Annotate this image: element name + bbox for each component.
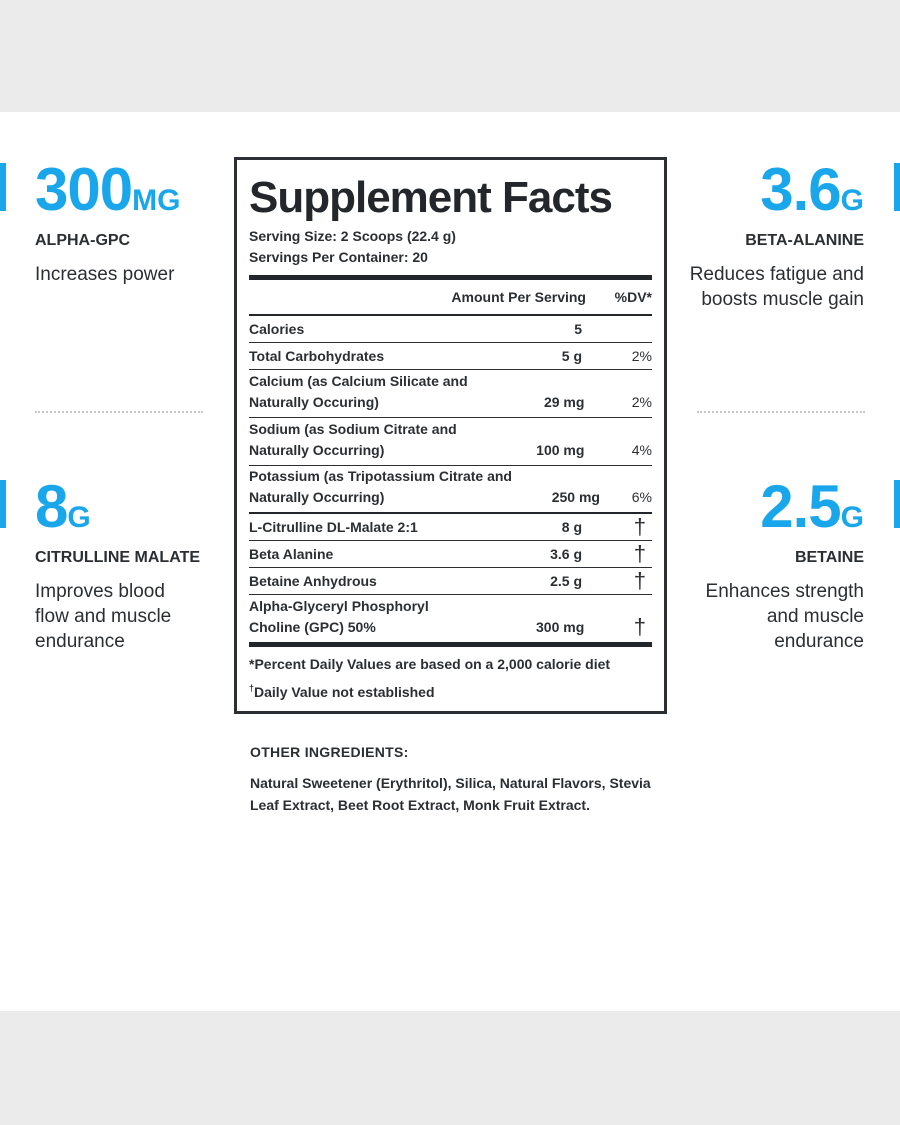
- serving-size: Serving Size: 2 Scoops (22.4 g): [249, 228, 456, 244]
- row-dv: †: [633, 541, 646, 566]
- alpha-gpc-amount: 300MG: [35, 160, 225, 220]
- betaine-amount: 2.5G: [674, 477, 864, 537]
- divider-dots: [35, 411, 203, 413]
- accent-bar: [0, 163, 6, 211]
- divider-dots: [697, 411, 865, 413]
- footnote-dagger: †Daily Value not established: [249, 677, 652, 703]
- amount-unit: MG: [132, 184, 181, 217]
- amount-unit: G: [67, 501, 91, 534]
- row-amount: 8 g: [561, 519, 582, 535]
- row-amount: 29 mg: [543, 394, 585, 410]
- row-dv: †: [633, 614, 646, 639]
- row-dv: 4%: [631, 442, 652, 458]
- accent-bar: [0, 480, 6, 528]
- row-name: L-Citrulline DL-Malate 2:1: [249, 519, 418, 535]
- beta-alanine-amount: 3.6G: [674, 160, 864, 220]
- facts-title: Supplement Facts: [249, 173, 613, 222]
- row-dv: †: [633, 568, 646, 593]
- facts-row: Total Carbohydrates 5 g 2%: [249, 343, 652, 370]
- facts-row: Calcium (as Calcium Silicate and Natural…: [249, 370, 652, 418]
- row-name: Potassium (as Tripotassium Citrate and N…: [249, 468, 512, 505]
- other-ingredients-text: Natural Sweetener (Erythritol), Silica, …: [250, 775, 651, 813]
- row-name: Alpha-Glyceryl Phosphoryl Choline (GPC) …: [249, 598, 429, 635]
- accent-bar: [894, 480, 900, 528]
- amount-number: 3.6: [760, 156, 841, 223]
- header-rule: [249, 314, 652, 316]
- col-dv-header: %DV*: [614, 289, 652, 305]
- amount-unit: G: [840, 184, 864, 217]
- row-name: Calories: [249, 321, 305, 337]
- row-name: Betaine Anhydrous: [249, 573, 377, 589]
- row-dv: †: [633, 514, 646, 539]
- accent-bar: [894, 163, 900, 211]
- row-name: Calcium (as Calcium Silicate and Natural…: [249, 373, 468, 410]
- row-dv: 2%: [631, 348, 652, 364]
- row-dv: 2%: [631, 394, 652, 410]
- facts-row: Betaine Anhydrous 2.5 g †: [249, 568, 652, 595]
- citrulline-name: CITRULLINE MALATE: [35, 549, 201, 566]
- amount-number: 8: [35, 473, 68, 540]
- betaine-desc: Enhances strength and muscle endurance: [705, 581, 864, 652]
- supplement-facts-label: Supplement Facts Serving Size: 2 Scoops …: [234, 157, 667, 714]
- amount-number: 2.5: [760, 473, 841, 540]
- row-name: Sodium (as Sodium Citrate and Naturally …: [249, 421, 457, 458]
- citrulline-desc: Improves blood flow and muscle endurance: [35, 581, 172, 652]
- row-amount: 100 mg: [536, 442, 585, 458]
- other-ingredients-heading: OTHER INGREDIENTS:: [250, 744, 409, 760]
- row-amount: 250 mg: [551, 489, 600, 505]
- column-header: Amount Per Serving %DV*: [249, 280, 652, 314]
- amount-unit: G: [840, 501, 864, 534]
- row-dv: 6%: [631, 489, 652, 505]
- servings-per-container: Servings Per Container: 20: [249, 249, 428, 265]
- facts-row: Beta Alanine 3.6 g †: [249, 541, 652, 568]
- row-name: Total Carbohydrates: [249, 348, 385, 364]
- row-amount: 300 mg: [536, 619, 585, 635]
- row-amount: 3.6 g: [550, 546, 582, 562]
- facts-row: Potassium (as Tripotassium Citrate and N…: [249, 466, 652, 514]
- facts-row: Calories 5: [249, 316, 652, 343]
- thick-rule: [249, 275, 652, 280]
- row-amount: 5: [574, 321, 582, 337]
- beta-alanine-name: BETA-ALANINE: [745, 232, 864, 249]
- col-amount-header: Amount Per Serving: [451, 289, 586, 305]
- row-name: Beta Alanine: [249, 546, 334, 562]
- citrulline-amount: 8G: [35, 477, 200, 537]
- amount-number: 300: [35, 156, 133, 223]
- dagger-mark: †: [249, 683, 255, 693]
- facts-row: L-Citrulline DL-Malate 2:1 8 g †: [249, 514, 652, 541]
- row-amount: 5 g: [561, 348, 582, 364]
- alpha-gpc-desc: Increases power: [35, 264, 175, 285]
- footnote-dagger-text: Daily Value not established: [254, 684, 435, 700]
- facts-row: Sodium (as Sodium Citrate and Naturally …: [249, 418, 652, 466]
- row-amount: 2.5 g: [550, 573, 582, 589]
- thick-rule: [249, 642, 652, 647]
- betaine-name: BETAINE: [794, 549, 864, 566]
- other-ingredients: OTHER INGREDIENTS: Natural Sweetener (Er…: [250, 744, 690, 816]
- facts-row: Alpha-Glyceryl Phosphoryl Choline (GPC) …: [249, 595, 652, 642]
- beta-alanine-desc: Reduces fatigue and boosts muscle gain: [689, 264, 864, 310]
- alpha-gpc-name: ALPHA-GPC: [35, 232, 131, 249]
- footnote-dv: *Percent Daily Values are based on a 2,0…: [249, 656, 611, 672]
